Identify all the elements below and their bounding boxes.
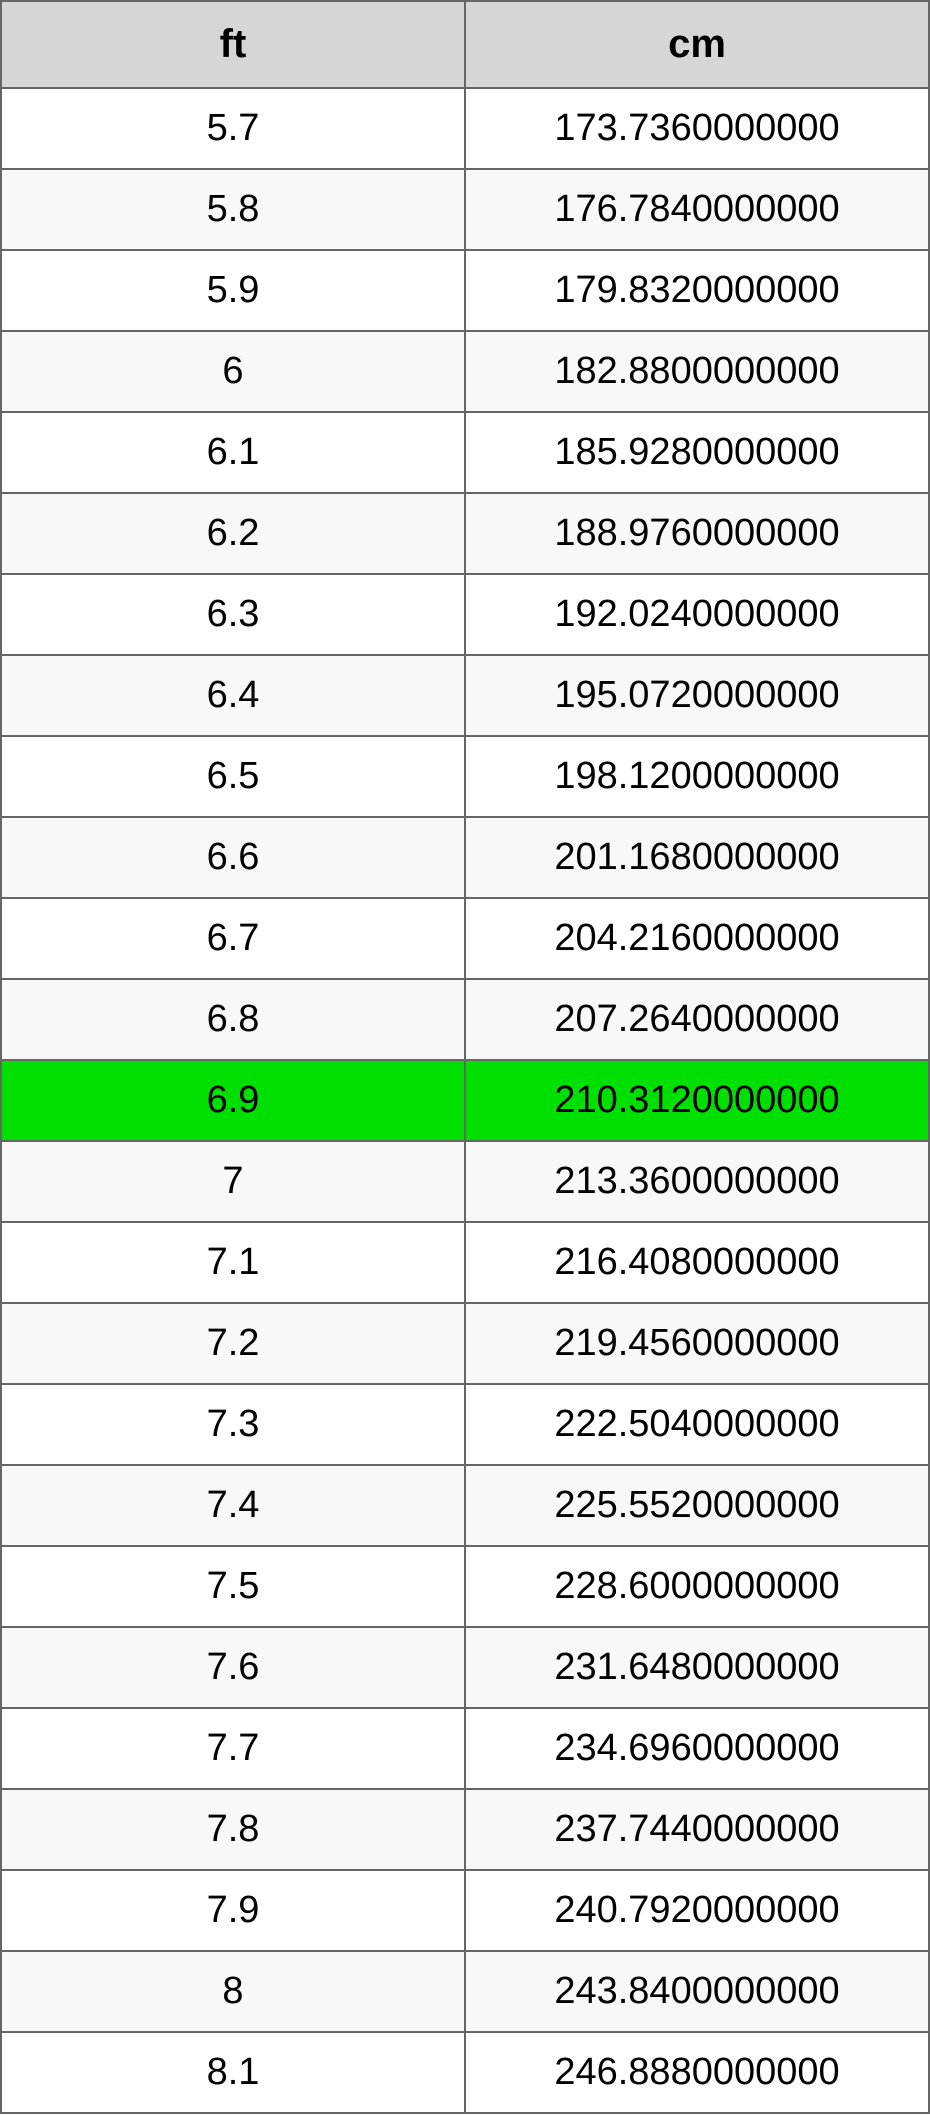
cell-ft: 6.9 [1,1060,465,1141]
table-row: 6.2188.9760000000 [1,493,929,574]
cell-cm: 185.9280000000 [465,412,929,493]
cell-cm: 234.6960000000 [465,1708,929,1789]
table-row: 6.6201.1680000000 [1,817,929,898]
cell-ft: 6 [1,331,465,412]
cell-cm: 201.1680000000 [465,817,929,898]
cell-ft: 6.8 [1,979,465,1060]
table-row: 6.5198.1200000000 [1,736,929,817]
table-row: 6.9210.3120000000 [1,1060,929,1141]
table-row: 6.3192.0240000000 [1,574,929,655]
conversion-table: ft cm 5.7173.73600000005.8176.7840000000… [0,0,930,2114]
cell-ft: 6.7 [1,898,465,979]
cell-cm: 192.0240000000 [465,574,929,655]
table-row: 6.1185.9280000000 [1,412,929,493]
cell-ft: 7.4 [1,1465,465,1546]
table-row: 7.4225.5520000000 [1,1465,929,1546]
table-row: 6182.8800000000 [1,331,929,412]
table-row: 7.9240.7920000000 [1,1870,929,1951]
cell-cm: 176.7840000000 [465,169,929,250]
cell-cm: 210.3120000000 [465,1060,929,1141]
cell-cm: 246.8880000000 [465,2032,929,2113]
table-row: 7.3222.5040000000 [1,1384,929,1465]
cell-cm: 222.5040000000 [465,1384,929,1465]
cell-cm: 182.8800000000 [465,331,929,412]
table-row: 7213.3600000000 [1,1141,929,1222]
cell-ft: 7.1 [1,1222,465,1303]
table-row: 7.7234.6960000000 [1,1708,929,1789]
table-row: 6.7204.2160000000 [1,898,929,979]
cell-ft: 6.4 [1,655,465,736]
table-row: 5.9179.8320000000 [1,250,929,331]
cell-ft: 7.8 [1,1789,465,1870]
cell-cm: 173.7360000000 [465,88,929,169]
cell-ft: 7.7 [1,1708,465,1789]
cell-ft: 8 [1,1951,465,2032]
cell-ft: 6.1 [1,412,465,493]
cell-ft: 7.5 [1,1546,465,1627]
cell-ft: 6.5 [1,736,465,817]
column-header-ft: ft [1,1,465,88]
cell-ft: 6.2 [1,493,465,574]
cell-ft: 7.9 [1,1870,465,1951]
column-header-cm: cm [465,1,929,88]
cell-ft: 6.3 [1,574,465,655]
table-row: 6.8207.2640000000 [1,979,929,1060]
cell-cm: 198.1200000000 [465,736,929,817]
table-row: 7.5228.6000000000 [1,1546,929,1627]
cell-ft: 7.6 [1,1627,465,1708]
table-row: 7.6231.6480000000 [1,1627,929,1708]
cell-ft: 7.2 [1,1303,465,1384]
cell-cm: 195.0720000000 [465,655,929,736]
cell-cm: 207.2640000000 [465,979,929,1060]
cell-ft: 5.7 [1,88,465,169]
table-row: 8243.8400000000 [1,1951,929,2032]
cell-cm: 243.8400000000 [465,1951,929,2032]
cell-cm: 228.6000000000 [465,1546,929,1627]
cell-cm: 213.3600000000 [465,1141,929,1222]
cell-ft: 8.1 [1,2032,465,2113]
cell-cm: 188.9760000000 [465,493,929,574]
cell-cm: 237.7440000000 [465,1789,929,1870]
table-row: 7.8237.7440000000 [1,1789,929,1870]
cell-cm: 204.2160000000 [465,898,929,979]
cell-cm: 225.5520000000 [465,1465,929,1546]
cell-ft: 6.6 [1,817,465,898]
cell-cm: 231.6480000000 [465,1627,929,1708]
cell-ft: 5.8 [1,169,465,250]
table-row: 8.1246.8880000000 [1,2032,929,2113]
cell-ft: 5.9 [1,250,465,331]
table-row: 7.2219.4560000000 [1,1303,929,1384]
cell-cm: 219.4560000000 [465,1303,929,1384]
cell-cm: 240.7920000000 [465,1870,929,1951]
cell-ft: 7.3 [1,1384,465,1465]
table-row: 7.1216.4080000000 [1,1222,929,1303]
table-row: 5.8176.7840000000 [1,169,929,250]
table-header-row: ft cm [1,1,929,88]
table-row: 5.7173.7360000000 [1,88,929,169]
table-row: 6.4195.0720000000 [1,655,929,736]
cell-ft: 7 [1,1141,465,1222]
cell-cm: 216.4080000000 [465,1222,929,1303]
cell-cm: 179.8320000000 [465,250,929,331]
